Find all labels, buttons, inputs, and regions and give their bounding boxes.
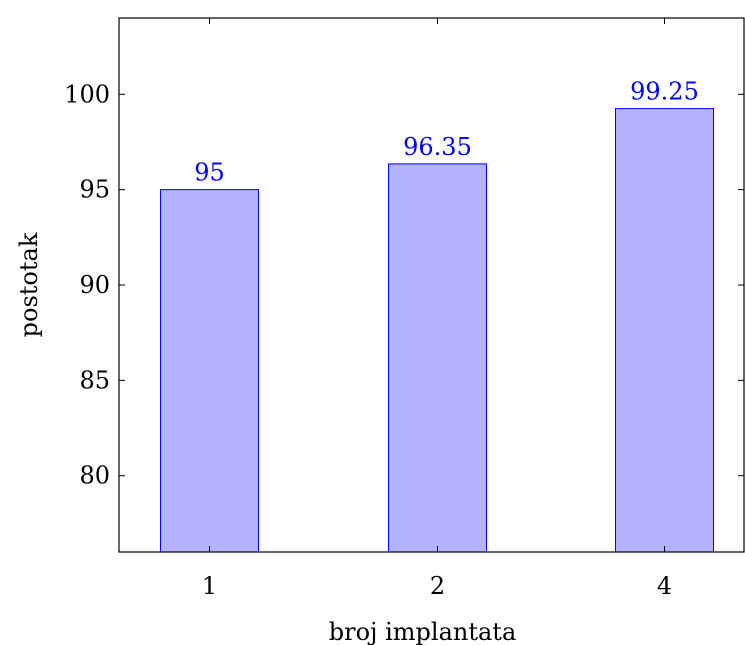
data-labels-group: 95 96.35 99.25	[194, 78, 699, 187]
y-tick-label-100: 100	[64, 80, 110, 108]
x-axis-title: broj implantata	[329, 618, 517, 645]
y-ticks-group: 80 85 90 95 100	[64, 80, 744, 490]
data-label-1: 95	[194, 159, 225, 187]
x-tick-label-2: 2	[430, 572, 445, 600]
bar-1	[160, 189, 259, 553]
data-label-4: 99.25	[630, 78, 699, 106]
bar-4	[615, 108, 714, 553]
x-ticks-group: 1 2 4	[202, 18, 672, 600]
y-tick-label-90: 90	[79, 271, 110, 299]
bar-2	[388, 163, 487, 553]
data-label-2: 96.35	[403, 133, 472, 161]
x-tick-label-4: 4	[657, 572, 672, 600]
y-tick-label-95: 95	[79, 176, 110, 204]
x-tick-label-1: 1	[202, 572, 217, 600]
y-tick-label-85: 85	[79, 366, 110, 394]
y-axis-title: postotak	[15, 232, 43, 337]
bars-group	[160, 108, 714, 553]
y-tick-label-80: 80	[79, 462, 110, 490]
